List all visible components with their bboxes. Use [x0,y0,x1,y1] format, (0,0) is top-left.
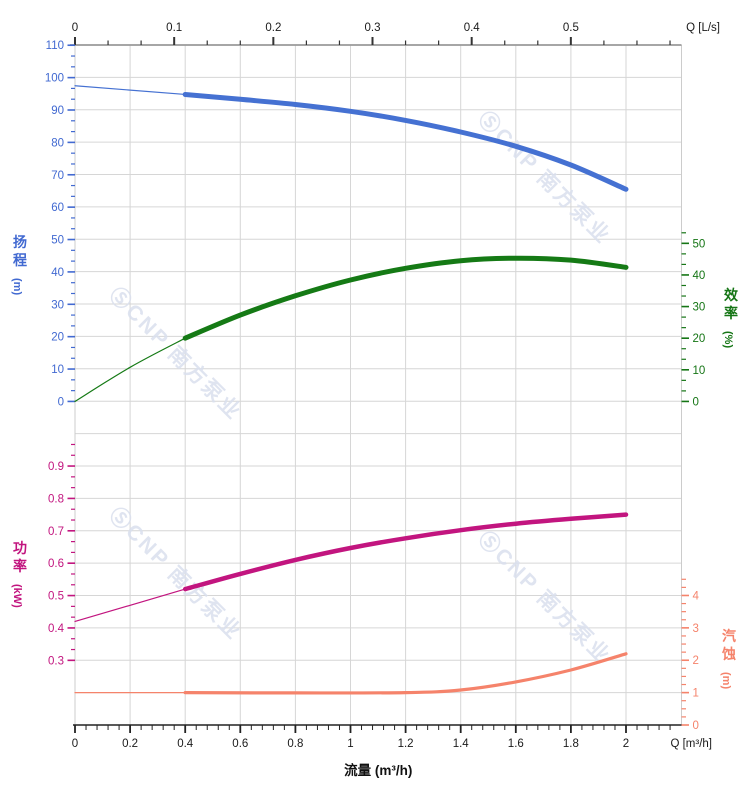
top-axis: 0 0.1 0.2 0.3 0.4 0.5 Q [L/s] [72,22,720,45]
bottom-axis-tick-label: 0.4 [177,738,194,750]
top-axis-tick-label: 0.4 [464,22,481,34]
power-tick-label: 0.6 [48,558,64,570]
eff-axis-title-char: 效 [724,287,739,303]
head-axis: 0 10 20 30 40 50 60 70 80 90 100 110 [45,40,75,408]
curves [74,85,629,695]
head-axis-unit: (m) [11,278,23,295]
head-tick-label: 10 [51,364,64,376]
cnp-watermark: ⓈCNP 南方泵业 [104,503,246,645]
bottom-axis-tick-label: 1.6 [508,738,524,750]
npsh-tick-label: 3 [693,623,699,635]
top-axis-tick-label: 0.1 [166,22,182,34]
head-curve [182,91,629,192]
power-tick-label: 0.8 [48,493,64,505]
npsh-axis-title-char: 汽 [722,628,736,644]
npsh-axis-title-char: 蚀 [721,646,736,662]
head-tick-label: 30 [51,299,64,311]
head-tick-label: 80 [51,137,64,149]
efficiency-curve-thin [74,337,186,403]
head-tick-label: 40 [51,267,64,279]
grid [75,45,682,725]
power-axis-title: 功率 (kW) [11,540,27,608]
npsh-tick-label: 1 [693,688,699,700]
x-axis-title: 流量 (m³/h) [344,762,412,778]
bottom-axis-tick-label: 0.2 [122,738,138,750]
npsh-axis: 0 1 2 3 4 [681,578,700,732]
eff-tick-label: 0 [693,396,699,408]
head-tick-label: 110 [46,40,64,52]
power-axis-title-char: 功 [13,540,27,556]
npsh-tick-label: 0 [693,720,699,732]
npsh-tick-label: 2 [693,655,699,667]
cnp-watermark: ⓈCNP 南方泵业 [473,527,615,669]
power-tick-label: 0.4 [48,623,65,635]
head-tick-label: 0 [58,396,64,408]
power-axis: 0.3 0.4 0.5 0.6 0.7 0.8 0.9 [48,443,75,667]
eff-tick-label: 20 [693,333,706,345]
eff-tick-label: 30 [693,302,706,314]
power-axis-title-char: 率 [13,558,27,574]
bottom-axis-tick-label: 1.8 [563,738,579,750]
bottom-axis-tick-label: 0 [72,738,78,750]
bottom-axis-tick-label: 2 [623,738,629,750]
head-tick-label: 70 [51,170,64,182]
power-curve [182,512,629,592]
head-tick-label: 100 [45,73,64,85]
bottom-axis: 0 0.2 0.4 0.6 0.8 1 1.2 1.4 1.6 1.8 2 Q [m³/h] 流量 (m… [72,725,712,778]
top-axis-tick-label: 0.3 [365,22,381,34]
head-axis-title-char: 程 [13,252,27,268]
head-curve-thin [74,85,186,96]
bottom-axis-tick-label: 1.4 [453,738,470,750]
eff-tick-label: 10 [693,365,706,377]
top-axis-unit-label: Q [L/s] [686,22,720,34]
head-axis-title: 扬程 (m) [11,234,27,295]
head-tick-label: 90 [51,105,64,117]
bottom-axis-tick-label: 1.2 [398,738,414,750]
power-tick-label: 0.9 [48,461,64,473]
bottom-axis-tick-label: 0.8 [287,738,303,750]
head-axis-title-char: 扬 [13,234,27,250]
power-curve-thin [74,588,186,623]
top-axis-tick-label: 0.2 [265,22,281,34]
npsh-axis-title: 汽蚀 (m) [720,628,736,689]
eff-axis-title-char: 率 [724,305,738,321]
eff-tick-label: 50 [693,238,706,250]
power-tick-label: 0.7 [48,526,64,538]
head-tick-label: 20 [51,332,64,344]
head-tick-label: 50 [51,235,64,247]
eff-axis-title: 效率 (%) [722,287,739,348]
power-tick-label: 0.3 [48,655,64,667]
bottom-axis-tick-label: 0.6 [232,738,248,750]
top-axis-tick-label: 0.5 [563,22,579,34]
head-tick-label: 60 [51,202,64,214]
plot-frame [70,44,682,726]
efficiency-curve [182,255,629,341]
bottom-axis-unit-label: Q [m³/h] [670,738,712,750]
eff-tick-label: 40 [693,270,706,282]
bottom-axis-tick-label: 1 [347,738,353,750]
npsh-axis-unit: (m) [720,672,732,689]
power-tick-label: 0.5 [48,591,64,603]
power-axis-unit: (kW) [11,584,23,608]
eff-axis-unit: (%) [722,331,734,348]
npsh-tick-label: 4 [693,590,700,602]
top-axis-tick-label: 0 [72,22,78,34]
npsh-curve [183,652,628,695]
eff-axis: 0 10 20 30 40 50 [681,232,706,408]
